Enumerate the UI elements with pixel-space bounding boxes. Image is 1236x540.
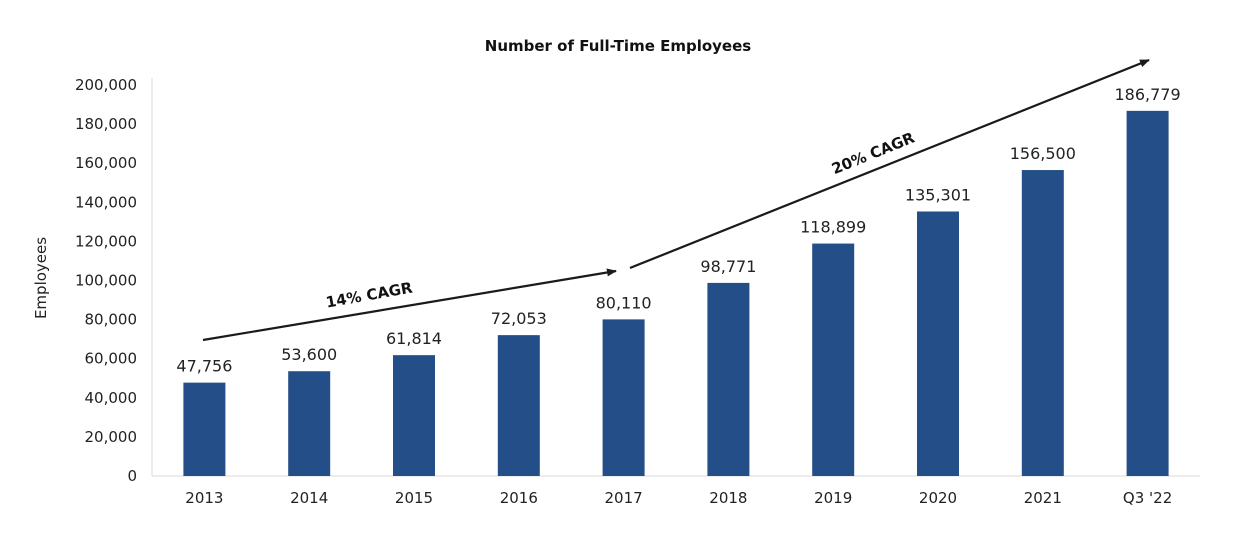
data-label: 186,779 xyxy=(1115,85,1181,104)
x-tick-label: 2018 xyxy=(709,489,747,507)
y-ticks: 0 20,000 40,000 60,000 80,000 100,000 120,000 1… xyxy=(75,76,137,485)
x-tick-label: 2014 xyxy=(290,489,328,507)
bar xyxy=(812,243,855,476)
bar xyxy=(707,282,750,476)
bar xyxy=(497,335,540,476)
x-tick-label: Q3 '22 xyxy=(1123,489,1172,507)
x-tick-label: 2016 xyxy=(500,489,538,507)
x-tick-label: 2019 xyxy=(814,489,852,507)
data-label: 118,899 xyxy=(800,218,866,237)
y-tick-label: 0 xyxy=(127,467,137,485)
bar xyxy=(288,371,331,476)
bar xyxy=(1021,170,1064,477)
y-tick-label: 140,000 xyxy=(75,193,137,211)
y-tick-label: 180,000 xyxy=(75,115,137,133)
bar xyxy=(1126,110,1169,477)
y-axis-label: Employees xyxy=(32,237,50,319)
chart-title: Number of Full-Time Employees xyxy=(485,37,752,55)
data-label: 61,814 xyxy=(386,329,442,348)
bar xyxy=(183,382,226,476)
bars xyxy=(183,110,1169,477)
y-tick-label: 60,000 xyxy=(85,350,138,368)
x-tick-label: 2017 xyxy=(605,489,643,507)
data-labels: 47,756 53,600 61,814 72,053 80,110 98,771 118,… xyxy=(176,85,1180,376)
cagr-arrow xyxy=(202,268,617,342)
data-label: 98,771 xyxy=(700,257,756,276)
y-tick-label: 80,000 xyxy=(85,311,138,329)
y-tick-label: 40,000 xyxy=(85,389,138,407)
y-tick-label: 160,000 xyxy=(75,154,137,172)
x-tick-label: 2013 xyxy=(185,489,223,507)
y-tick-label: 20,000 xyxy=(85,428,138,446)
x-ticks: 2013 2014 2015 2016 2017 2018 2019 2020 2021 Q3 '… xyxy=(185,489,1172,507)
y-tick-label: 120,000 xyxy=(75,232,137,250)
y-tick-label: 200,000 xyxy=(75,76,137,94)
cagr-arrow xyxy=(629,58,1150,270)
bar xyxy=(917,211,959,476)
data-label: 80,110 xyxy=(596,293,652,312)
data-label: 156,500 xyxy=(1010,144,1076,163)
x-tick-label: 2021 xyxy=(1024,489,1062,507)
data-label: 135,301 xyxy=(905,185,971,204)
x-tick-label: 2020 xyxy=(919,489,957,507)
bar xyxy=(602,319,645,476)
bar xyxy=(393,355,435,476)
data-label: 53,600 xyxy=(281,345,337,364)
x-tick-label: 2015 xyxy=(395,489,433,507)
data-label: 72,053 xyxy=(491,309,547,328)
data-label: 47,756 xyxy=(176,357,232,376)
y-tick-label: 100,000 xyxy=(75,272,137,290)
